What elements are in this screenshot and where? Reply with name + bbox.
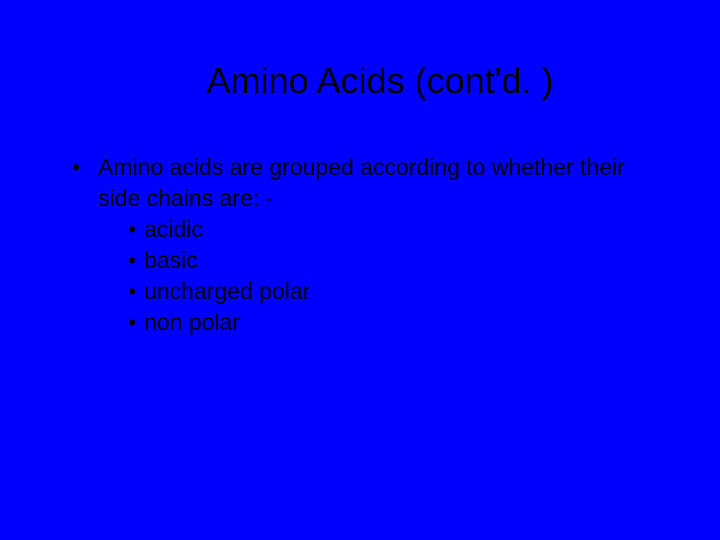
bullet-marker: • xyxy=(72,152,80,214)
bullet-marker: • xyxy=(128,245,136,276)
bullet-level-2: • acidic xyxy=(128,214,660,245)
bullet-level-2: • non polar xyxy=(128,307,660,338)
bullet-marker: • xyxy=(128,276,136,307)
bullet-level-2: • basic xyxy=(128,245,660,276)
slide-title: Amino Acids (cont'd. ) xyxy=(100,60,660,102)
bullet-text: basic xyxy=(144,245,198,276)
bullet-text: non polar xyxy=(144,307,240,338)
bullet-marker: • xyxy=(128,307,136,338)
bullet-marker: • xyxy=(128,214,136,245)
bullet-level-1: • Amino acids are grouped according to w… xyxy=(60,152,660,214)
bullet-text: Amino acids are grouped according to whe… xyxy=(98,152,660,214)
bullet-text: acidic xyxy=(144,214,203,245)
slide-content: • Amino acids are grouped according to w… xyxy=(60,152,660,338)
slide-container: Amino Acids (cont'd. ) • Amino acids are… xyxy=(0,0,720,540)
bullet-text: uncharged polar xyxy=(144,276,310,307)
bullet-level-2: • uncharged polar xyxy=(128,276,660,307)
